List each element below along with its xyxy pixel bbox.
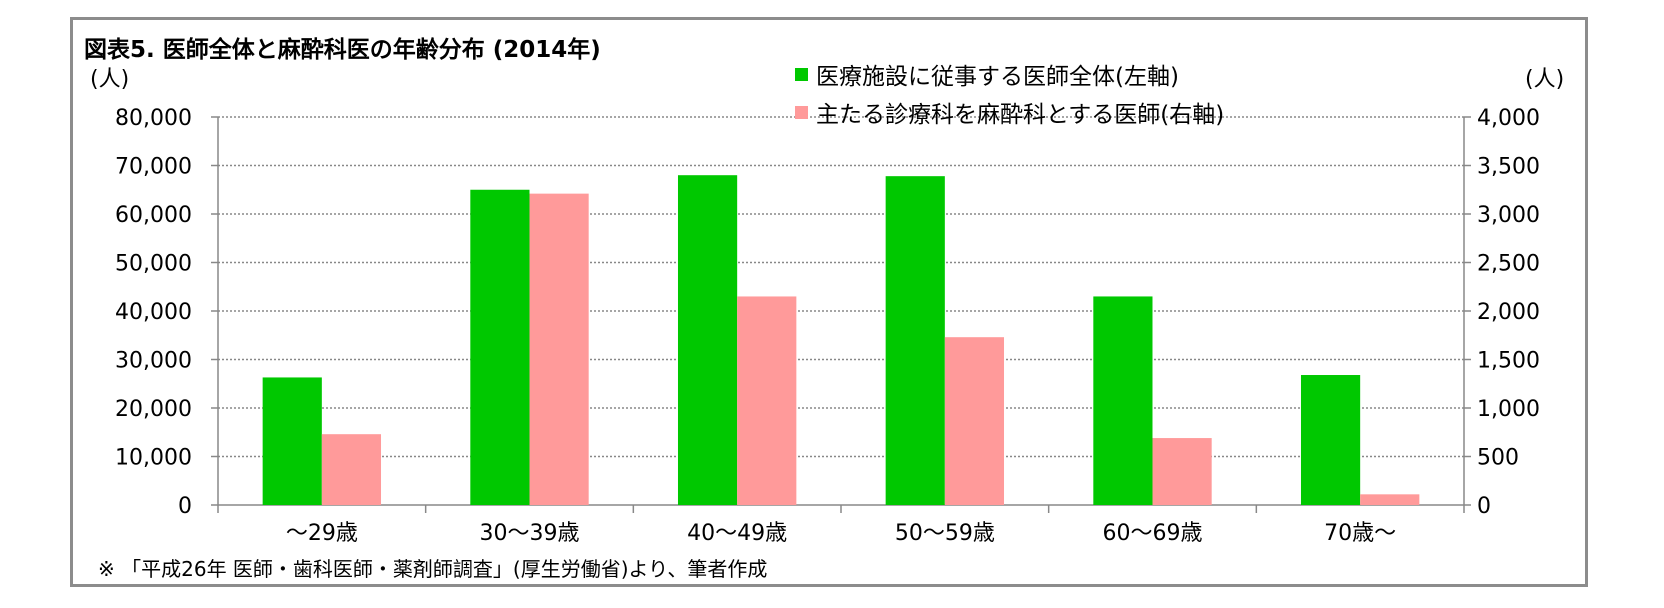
- legend-label-anesthesia: 主たる診療科を麻酔科とする医師(右軸): [816, 102, 1225, 128]
- left-tick-label: 60,000: [115, 203, 192, 228]
- right-tick-label: 1,500: [1477, 349, 1540, 374]
- bar-anesthesia: [529, 193, 589, 505]
- bar-total: [1300, 375, 1361, 505]
- bar-anesthesia: [944, 337, 1005, 505]
- right-tick-label: 0: [1477, 494, 1491, 519]
- right-tick-label: 3,000: [1477, 203, 1540, 228]
- right-tick-label: 2,000: [1477, 300, 1540, 325]
- category-label: 70歳～: [1324, 521, 1396, 546]
- bar-total: [885, 176, 945, 506]
- source-note: ※ 「平成26年 医師・歯科医師・薬剤師調査」(厚生労働省)より、筆者作成: [98, 557, 768, 581]
- category-label: 50～59歳: [895, 521, 995, 546]
- left-tick-label: 80,000: [115, 106, 192, 131]
- legend-label-total: 医療施設に従事する医師全体(左軸): [816, 64, 1179, 90]
- category-label: ～29歳: [286, 521, 358, 546]
- right-tick-label: 2,500: [1477, 252, 1540, 277]
- bar-total: [1093, 296, 1153, 505]
- axis-labels: 0 0 10,000 500 20,000 1,000 30,000 1,500 40,000 2…: [90, 67, 1564, 546]
- right-tick-label: 3,500: [1477, 155, 1540, 180]
- legend-swatch-anesthesia: [795, 105, 808, 119]
- bar-total: [677, 175, 738, 505]
- right-tick-label: 500: [1477, 446, 1519, 471]
- legend-item-anesthesia: 主たる診療科を麻酔科とする医師(右軸): [795, 95, 1224, 129]
- left-axis-unit: (人): [90, 67, 129, 92]
- left-tick-label: 0: [178, 494, 192, 519]
- bar-total: [262, 377, 322, 505]
- bar-anesthesia: [1152, 438, 1212, 505]
- category-label: 30～39歳: [480, 521, 580, 546]
- left-tick-label: 70,000: [115, 155, 192, 180]
- bar-anesthesia: [737, 296, 797, 505]
- bar-anesthesia: [1360, 494, 1420, 505]
- left-tick-label: 50,000: [115, 252, 192, 277]
- right-tick-label: 4,000: [1477, 106, 1540, 131]
- left-tick-label: 30,000: [115, 349, 192, 374]
- category-label: 40～49歳: [687, 521, 787, 546]
- legend-swatch-total: [795, 67, 808, 81]
- left-tick-label: 40,000: [115, 300, 192, 325]
- legend-item-total: 医療施設に従事する医師全体(左軸): [795, 57, 1179, 91]
- right-axis-unit: (人): [1525, 67, 1564, 92]
- bar-total: [470, 189, 530, 505]
- axes: [211, 116, 1471, 513]
- bar-anesthesia: [321, 434, 382, 505]
- left-tick-label: 20,000: [115, 397, 192, 422]
- gridlines: [218, 116, 1464, 458]
- category-label: 60～69歳: [1103, 521, 1203, 546]
- right-tick-label: 1,000: [1477, 397, 1540, 422]
- bars: [262, 175, 1420, 506]
- left-tick-label: 10,000: [115, 446, 192, 471]
- chart-title: 図表5. 医師全体と麻酔科医の年齢分布 (2014年): [84, 37, 601, 63]
